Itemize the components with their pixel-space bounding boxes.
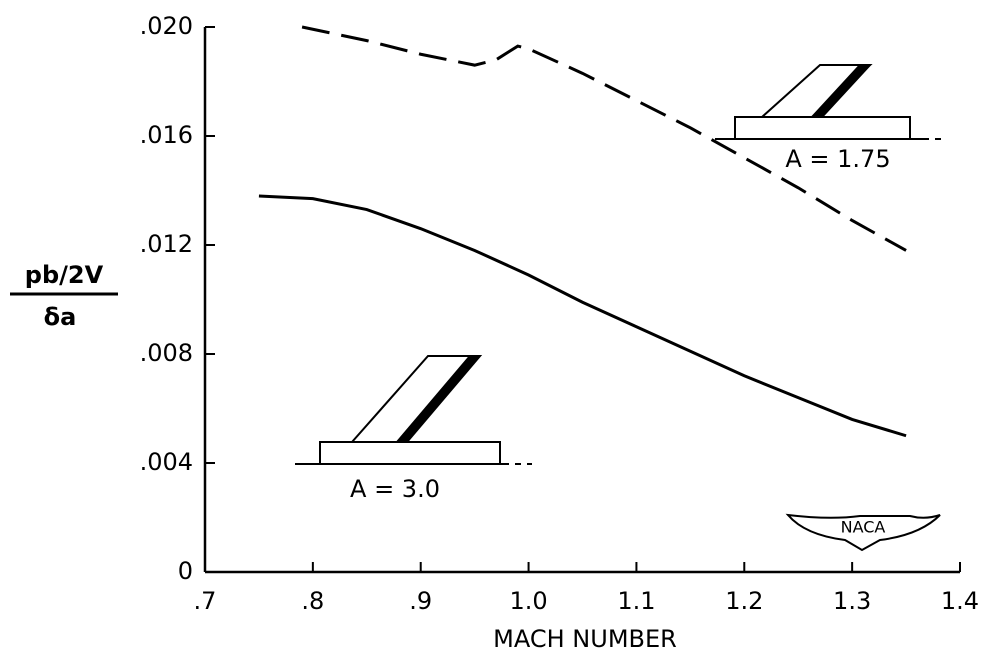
x-axis-label: MACH NUMBER xyxy=(493,625,677,653)
y-axis-label: δa xyxy=(44,303,77,331)
wing-icon xyxy=(295,356,532,464)
chart: NACA A = 1.75 A = 3.0 MACH NUMBER pb/2V … xyxy=(0,0,983,659)
x-tick-label: 1.3 xyxy=(833,587,871,615)
x-tick-label: 1.2 xyxy=(725,587,763,615)
y-tick-label: .004 xyxy=(140,448,193,476)
y-tick-label: .016 xyxy=(140,121,193,149)
annotation: A = 3.0 xyxy=(350,475,440,503)
y-axis-label: pb/2V xyxy=(25,261,104,289)
x-tick-label: .9 xyxy=(409,587,432,615)
annotation: A = 1.75 xyxy=(785,145,890,173)
x-tick-label: 1.4 xyxy=(941,587,979,615)
y-tick-label: .012 xyxy=(140,230,193,258)
x-tick-label: .7 xyxy=(194,587,217,615)
y-tick-label: .020 xyxy=(140,12,193,40)
data-line xyxy=(259,196,906,436)
x-tick-label: 1.0 xyxy=(509,587,547,615)
y-tick-label: 0 xyxy=(178,557,193,585)
x-tick-label: .8 xyxy=(301,587,324,615)
annotation: NACA xyxy=(841,518,886,537)
wing-icon xyxy=(715,65,945,139)
y-tick-label: .008 xyxy=(140,339,193,367)
x-tick-label: 1.1 xyxy=(617,587,655,615)
